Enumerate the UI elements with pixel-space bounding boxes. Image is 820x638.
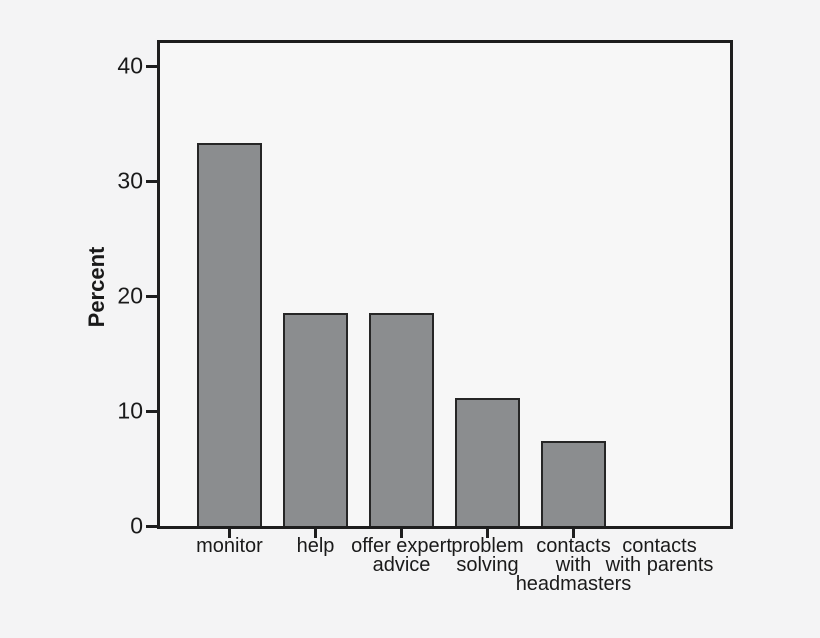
y-axis-tick-mark [146,524,157,528]
bar [455,398,520,526]
x-axis-tick-mark [400,529,403,538]
y-axis-tick-label: 30 [117,167,143,194]
x-category-label: help [296,535,335,557]
plot-area [157,40,733,529]
bar [283,313,348,526]
x-axis-tick-mark [572,529,575,538]
y-axis-tick-mark [146,409,157,413]
y-axis-tick-mark [146,64,157,68]
bar [541,441,606,526]
y-axis-tick-mark [146,179,157,183]
x-category-label: contacts with headmasters [515,535,632,595]
x-category-label: monitor [196,535,263,557]
y-axis-tick-label: 40 [117,52,143,79]
y-axis-tick-label: 20 [117,282,143,309]
x-category-label: offer expert advice [351,535,452,576]
bar [369,313,434,526]
bar [197,143,262,526]
x-category-label: problem solving [451,535,524,576]
x-category-label: contacts with parents [605,535,714,576]
y-axis-tick-label: 10 [117,397,143,424]
x-axis-tick-mark [486,529,489,538]
y-axis-tick-mark [146,294,157,298]
y-axis-tick-label: 0 [130,512,143,539]
x-axis-tick-mark [228,529,231,538]
x-axis-tick-mark [314,529,317,538]
